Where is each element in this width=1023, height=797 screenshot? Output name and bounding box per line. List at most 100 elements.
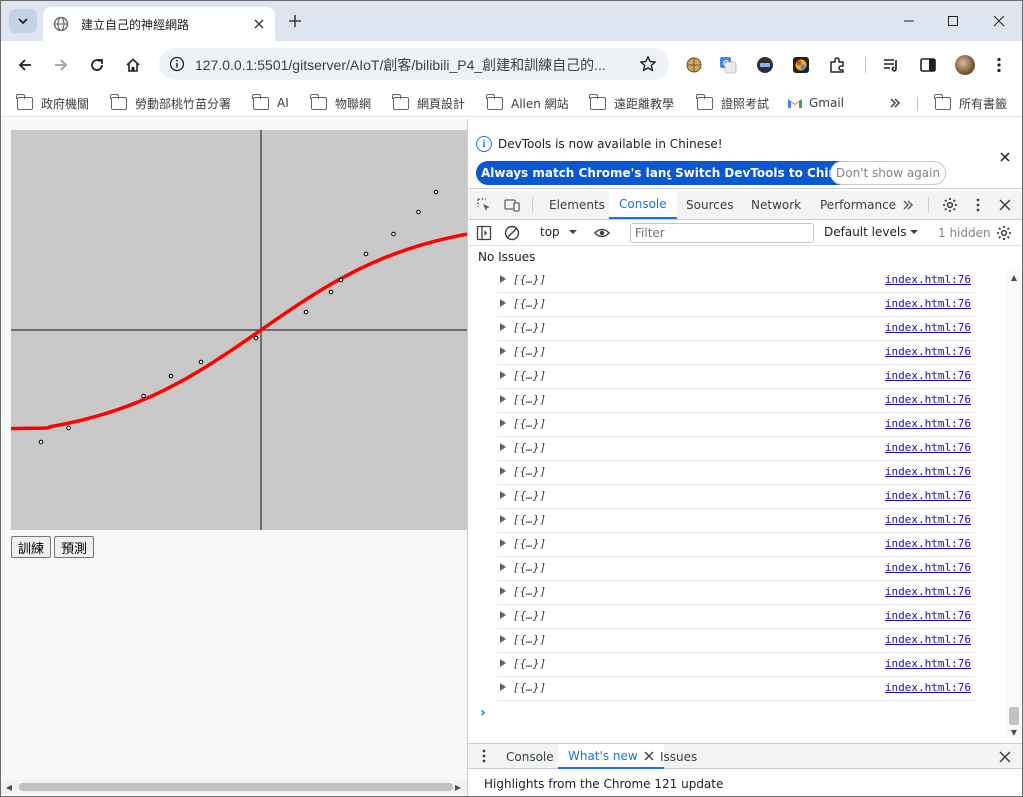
drawer-tab-issues[interactable]: Issues — [660, 749, 698, 764]
extensions-puzzle-icon[interactable] — [827, 55, 847, 75]
devtools-menu-icon[interactable] — [970, 197, 986, 213]
console-log-row[interactable]: [{…}] index.html:76 — [497, 317, 975, 341]
log-source-link[interactable]: index.html:76 — [884, 513, 971, 526]
expand-arrow-icon[interactable] — [500, 419, 506, 427]
console-log-row[interactable]: [{…}] index.html:76 — [497, 461, 975, 485]
console-prompt[interactable]: › — [480, 705, 486, 721]
reload-button[interactable] — [85, 53, 109, 77]
log-source-link[interactable]: index.html:76 — [884, 561, 971, 574]
reading-list-icon[interactable] — [881, 55, 901, 75]
drawer-menu-icon[interactable] — [476, 748, 492, 764]
extension-icon-world[interactable] — [684, 55, 704, 75]
address-bar[interactable]: 127.0.0.1:5501/gitserver/AIoT/創客/bilibil… — [159, 48, 669, 80]
tab-sources[interactable]: Sources — [686, 198, 734, 212]
sidebar-toggle-icon[interactable] — [476, 225, 492, 241]
log-source-link[interactable]: index.html:76 — [884, 321, 971, 334]
expand-arrow-icon[interactable] — [500, 515, 506, 523]
console-log-row[interactable]: [{…}] index.html:76 — [497, 557, 975, 581]
train-button[interactable]: 訓練 — [11, 536, 52, 558]
bookmarks-overflow-button[interactable] — [889, 93, 901, 113]
log-source-link[interactable]: index.html:76 — [884, 657, 971, 670]
expand-arrow-icon[interactable] — [500, 347, 506, 355]
log-source-link[interactable]: index.html:76 — [884, 441, 971, 454]
close-window-button[interactable] — [987, 9, 1011, 33]
inspect-element-icon[interactable] — [476, 197, 492, 213]
log-source-link[interactable]: index.html:76 — [884, 489, 971, 502]
forward-button[interactable] — [49, 53, 73, 77]
new-tab-button[interactable] — [285, 11, 305, 31]
close-devtools-icon[interactable] — [997, 197, 1013, 213]
drawer-tab-whats-new[interactable]: What's new — [558, 744, 664, 769]
log-levels-select[interactable]: Default levels — [824, 225, 919, 239]
back-button[interactable] — [13, 53, 37, 77]
dont-show-again-button[interactable]: Don't show again — [830, 161, 947, 185]
log-source-link[interactable]: index.html:76 — [884, 393, 971, 406]
expand-arrow-icon[interactable] — [500, 635, 506, 643]
bookmark-folder[interactable]: 網頁設計 — [392, 93, 465, 113]
console-vertical-scrollbar[interactable]: ▲ ▼ — [1006, 269, 1022, 739]
bookmark-folder[interactable]: Allen 網站 — [486, 93, 569, 113]
horizontal-scrollbar[interactable]: ◀ ▶ — [1, 780, 467, 794]
console-log-row[interactable]: [{…}] index.html:76 — [497, 413, 975, 437]
tab-search-button[interactable] — [9, 9, 37, 33]
bookmark-folder[interactable]: 遠距離教學 — [589, 93, 674, 113]
console-log-row[interactable]: [{…}] index.html:76 — [497, 341, 975, 365]
settings-gear-icon[interactable] — [942, 197, 958, 213]
log-source-link[interactable]: index.html:76 — [884, 585, 971, 598]
expand-arrow-icon[interactable] — [500, 443, 506, 451]
expand-arrow-icon[interactable] — [500, 491, 506, 499]
device-toolbar-icon[interactable] — [504, 197, 520, 213]
expand-arrow-icon[interactable] — [500, 395, 506, 403]
minimize-button[interactable] — [897, 9, 921, 33]
browser-tab[interactable]: 建立自己的神經網路 — [43, 7, 275, 41]
console-log-row[interactable]: [{…}] index.html:76 — [497, 653, 975, 677]
log-source-link[interactable]: index.html:76 — [884, 609, 971, 622]
all-bookmarks-folder[interactable]: 所有書籤 — [934, 93, 1007, 113]
expand-arrow-icon[interactable] — [500, 563, 506, 571]
tab-console[interactable]: Console — [609, 191, 677, 219]
more-tabs-icon[interactable] — [900, 197, 916, 213]
console-log-row[interactable]: [{…}] index.html:76 — [497, 629, 975, 653]
clear-console-icon[interactable] — [504, 225, 520, 241]
tab-performance[interactable]: Performance — [820, 198, 897, 212]
drawer-tab-console[interactable]: Console — [506, 749, 554, 764]
infobar-close-icon[interactable] — [997, 149, 1013, 165]
home-button[interactable] — [121, 53, 145, 77]
live-expression-eye-icon[interactable] — [594, 225, 610, 241]
scroll-up-arrow-icon[interactable]: ▲ — [1010, 272, 1018, 282]
close-tab-icon[interactable] — [644, 751, 654, 761]
tab-close-icon[interactable] — [251, 16, 267, 32]
bookmark-folder[interactable]: 物聯網 — [310, 93, 371, 113]
whale-extension-icon[interactable] — [755, 55, 775, 75]
console-log-row[interactable]: [{…}] index.html:76 — [497, 509, 975, 533]
close-drawer-icon[interactable] — [997, 749, 1013, 765]
side-panel-icon[interactable] — [918, 55, 938, 75]
bookmark-folder[interactable]: 證照考試 — [696, 93, 769, 113]
predict-button[interactable]: 預測 — [54, 536, 95, 558]
maximize-button[interactable] — [941, 9, 965, 33]
log-source-link[interactable]: index.html:76 — [884, 537, 971, 550]
console-log-row[interactable]: [{…}] index.html:76 — [497, 605, 975, 629]
scrollbar-thumb[interactable] — [1009, 707, 1019, 725]
console-log-row[interactable]: [{…}] index.html:76 — [497, 677, 975, 701]
bookmark-gmail[interactable]: Gmail — [787, 93, 844, 113]
log-source-link[interactable]: index.html:76 — [884, 345, 971, 358]
bookmark-star-icon[interactable] — [637, 53, 659, 75]
console-log-row[interactable]: [{…}] index.html:76 — [497, 581, 975, 605]
log-source-link[interactable]: index.html:76 — [884, 633, 971, 646]
tab-network[interactable]: Network — [751, 198, 802, 212]
expand-arrow-icon[interactable] — [500, 683, 506, 691]
log-source-link[interactable]: index.html:76 — [884, 681, 971, 694]
log-source-link[interactable]: index.html:76 — [884, 417, 971, 430]
console-log-row[interactable]: [{…}] index.html:76 — [497, 485, 975, 509]
console-log-row[interactable]: [{…}] index.html:76 — [497, 293, 975, 317]
scroll-left-arrow-icon[interactable]: ◀ — [5, 782, 13, 792]
log-source-link[interactable]: index.html:76 — [884, 273, 971, 286]
bookmark-folder[interactable]: 政府機關 — [16, 93, 89, 113]
expand-arrow-icon[interactable] — [500, 611, 506, 619]
color-picker-extension-icon[interactable] — [791, 55, 811, 75]
console-log-row[interactable]: [{…}] index.html:76 — [497, 269, 975, 293]
bookmark-folder[interactable]: 勞動部桃竹苗分署 — [110, 93, 231, 113]
scroll-right-arrow-icon[interactable]: ▶ — [454, 782, 462, 792]
expand-arrow-icon[interactable] — [500, 659, 506, 667]
